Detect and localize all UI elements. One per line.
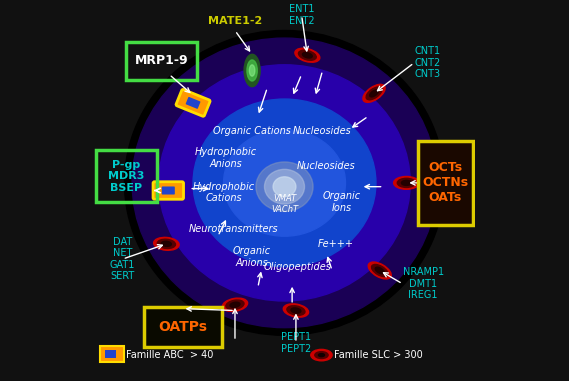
- Text: Organic Cations: Organic Cations: [213, 126, 291, 136]
- Text: Neurotransmitters: Neurotransmitters: [188, 224, 278, 234]
- Ellipse shape: [394, 176, 419, 189]
- Text: Organic
Ions: Organic Ions: [323, 191, 361, 213]
- Ellipse shape: [230, 302, 240, 307]
- Ellipse shape: [256, 162, 313, 211]
- Text: OCTs
OCTNs
OATs: OCTs OCTNs OATs: [422, 162, 468, 204]
- Text: Oligopeptides: Oligopeptides: [264, 262, 332, 272]
- Text: DAT
NET
GAT1
SERT: DAT NET GAT1 SERT: [110, 237, 135, 282]
- Ellipse shape: [303, 53, 312, 58]
- Text: OATPs: OATPs: [158, 320, 207, 333]
- Text: Organic
Anions: Organic Anions: [233, 247, 271, 268]
- Ellipse shape: [401, 180, 411, 186]
- Text: Nucleosides: Nucleosides: [297, 161, 356, 171]
- FancyBboxPatch shape: [185, 97, 200, 109]
- Ellipse shape: [363, 84, 385, 102]
- Text: Hydrophobic
Anions: Hydrophobic Anions: [195, 147, 257, 169]
- Text: Nucleosides: Nucleosides: [293, 126, 352, 136]
- Text: MRP1-9: MRP1-9: [135, 54, 188, 67]
- Text: PEPT1
PEPT2: PEPT1 PEPT2: [281, 332, 311, 354]
- Ellipse shape: [157, 239, 175, 248]
- FancyBboxPatch shape: [176, 90, 210, 116]
- Ellipse shape: [311, 349, 332, 361]
- Ellipse shape: [162, 241, 171, 247]
- Ellipse shape: [159, 65, 410, 301]
- Ellipse shape: [375, 267, 384, 274]
- Ellipse shape: [299, 50, 316, 60]
- Text: VMAT
VAChT: VMAT VAChT: [271, 194, 298, 213]
- Ellipse shape: [315, 352, 328, 359]
- Ellipse shape: [291, 308, 301, 313]
- Ellipse shape: [397, 178, 415, 187]
- Text: P-gp
MDR3
BSEP: P-gp MDR3 BSEP: [108, 160, 145, 193]
- Ellipse shape: [265, 169, 304, 204]
- FancyBboxPatch shape: [105, 350, 117, 358]
- FancyBboxPatch shape: [418, 141, 473, 225]
- Ellipse shape: [125, 30, 444, 335]
- Ellipse shape: [193, 99, 376, 267]
- Text: Famille ABC  > 40: Famille ABC > 40: [126, 350, 214, 360]
- Ellipse shape: [287, 306, 305, 315]
- Ellipse shape: [154, 237, 179, 250]
- Text: MATE1-2: MATE1-2: [208, 16, 262, 26]
- FancyBboxPatch shape: [162, 186, 175, 195]
- Ellipse shape: [273, 177, 296, 197]
- Ellipse shape: [222, 298, 248, 312]
- Ellipse shape: [244, 54, 260, 87]
- Text: Famille SLC > 300: Famille SLC > 300: [334, 350, 423, 360]
- Ellipse shape: [249, 65, 255, 76]
- Ellipse shape: [370, 90, 378, 97]
- Text: Hydrophobic
Cations: Hydrophobic Cations: [192, 182, 254, 203]
- Ellipse shape: [132, 38, 437, 328]
- Text: ENT1
ENT2: ENT1 ENT2: [289, 5, 315, 26]
- FancyBboxPatch shape: [143, 307, 222, 347]
- FancyBboxPatch shape: [101, 346, 123, 362]
- Text: CNT1
CNT2
CNT3: CNT1 CNT2 CNT3: [414, 46, 440, 80]
- Text: Fe+++: Fe+++: [318, 239, 354, 249]
- Ellipse shape: [295, 48, 320, 62]
- FancyBboxPatch shape: [153, 182, 184, 199]
- Ellipse shape: [247, 60, 257, 81]
- Ellipse shape: [372, 264, 388, 277]
- Ellipse shape: [319, 354, 324, 357]
- Ellipse shape: [224, 130, 345, 236]
- Ellipse shape: [226, 300, 244, 310]
- Ellipse shape: [366, 87, 382, 100]
- Text: NRAMP1
DMT1
IREG1: NRAMP1 DMT1 IREG1: [403, 267, 444, 301]
- Ellipse shape: [368, 262, 391, 279]
- Ellipse shape: [283, 304, 308, 317]
